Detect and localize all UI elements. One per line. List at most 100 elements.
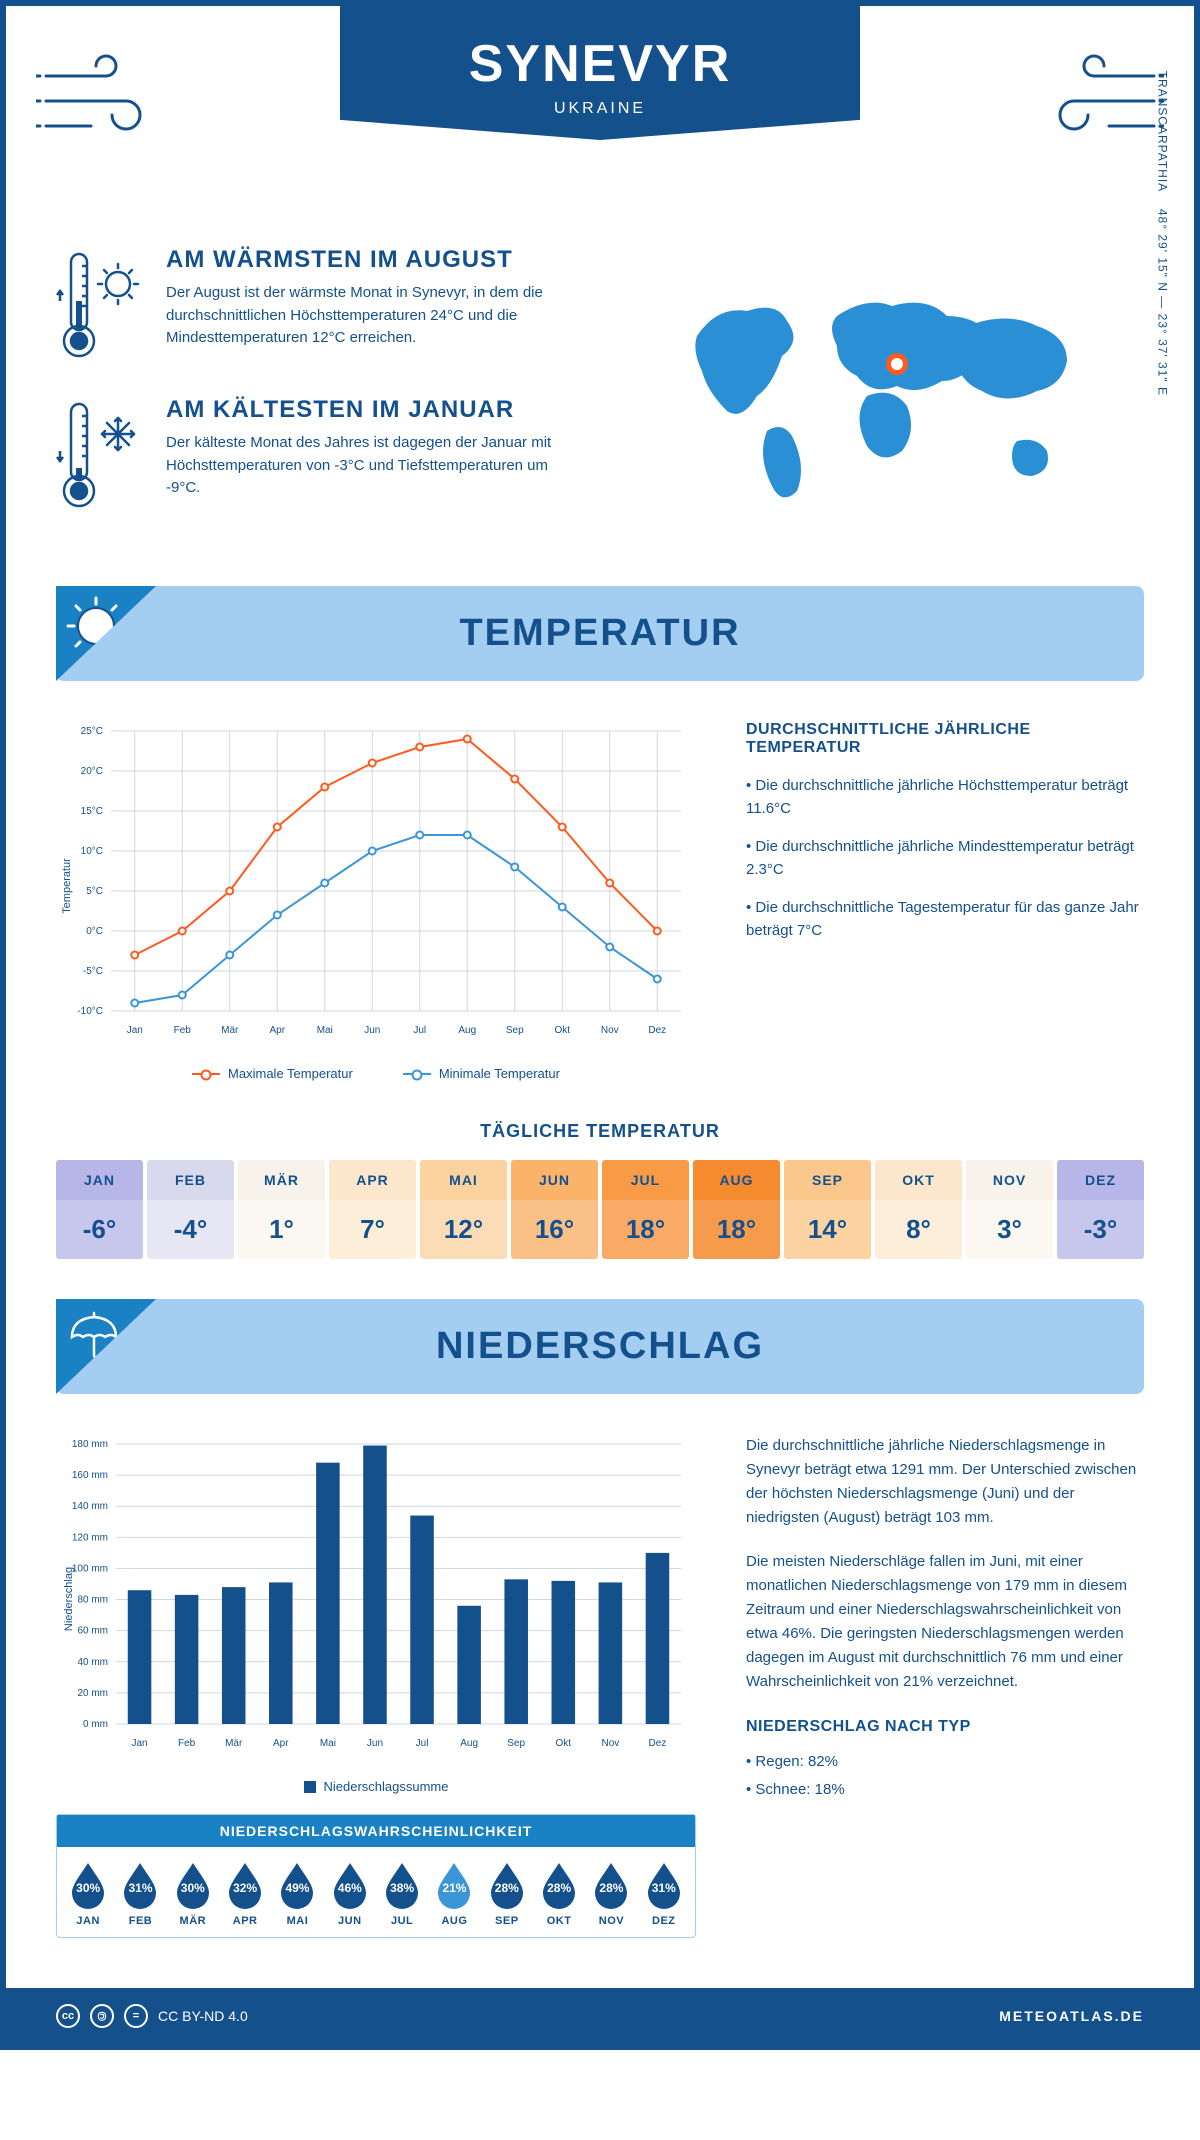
by-icon: 🄯	[90, 2004, 114, 2028]
svg-text:Nov: Nov	[601, 1738, 619, 1749]
svg-text:-10°C: -10°C	[77, 1006, 103, 1017]
daily-cell: APR7°	[329, 1160, 416, 1259]
svg-text:Mai: Mai	[320, 1738, 336, 1749]
svg-text:5°C: 5°C	[86, 886, 103, 897]
temperature-area: -10°C-5°C0°C5°C10°C15°C20°C25°CJanFebMär…	[56, 721, 1144, 1081]
warmest-block: AM WÄRMSTEN IM AUGUST Der August ist der…	[56, 246, 580, 366]
daily-cell: JUN16°	[511, 1160, 598, 1259]
temp-bullet: • Die durchschnittliche jährliche Mindes…	[746, 836, 1144, 881]
precip-p2: Die meisten Niederschläge fallen im Juni…	[746, 1550, 1144, 1694]
warmest-text: Der August ist der wärmste Monat in Syne…	[166, 282, 580, 350]
daily-cell: AUG18°	[693, 1160, 780, 1259]
svg-text:15°C: 15°C	[81, 806, 103, 817]
temperature-description: DURCHSCHNITTLICHE JÄHRLICHE TEMPERATUR •…	[746, 721, 1144, 1081]
svg-text:Jun: Jun	[367, 1738, 383, 1749]
prob-drop: 38%JUL	[377, 1861, 427, 1927]
svg-text:Niederschlag: Niederschlag	[63, 1567, 75, 1631]
footer: cc 🄯 = CC BY-ND 4.0 METEOATLAS.DE	[6, 1988, 1194, 2044]
prob-drop: 31%DEZ	[639, 1861, 689, 1927]
svg-text:Sep: Sep	[506, 1025, 524, 1036]
daily-cell: JUL18°	[602, 1160, 689, 1259]
wind-icon	[36, 46, 176, 146]
daily-cell: FEB-4°	[147, 1160, 234, 1259]
svg-text:Mär: Mär	[225, 1738, 243, 1749]
precip-legend-label: Niederschlagssumme	[324, 1779, 449, 1794]
svg-text:Apr: Apr	[269, 1025, 285, 1036]
thermometer-snow-icon	[56, 396, 146, 516]
svg-text:Mär: Mär	[221, 1025, 239, 1036]
legend-min: Minimale Temperatur	[439, 1066, 560, 1081]
daily-temp-title: TÄGLICHE TEMPERATUR	[56, 1121, 1144, 1142]
svg-text:Okt: Okt	[556, 1738, 572, 1749]
page-title: SYNEVYR	[360, 34, 840, 94]
svg-text:10°C: 10°C	[81, 846, 103, 857]
prob-drop: 21%AUG	[429, 1861, 479, 1927]
svg-text:Sep: Sep	[507, 1738, 525, 1749]
page-subtitle: UKRAINE	[360, 100, 840, 118]
daily-cell: SEP14°	[784, 1160, 871, 1259]
cc-icon: cc	[56, 2004, 80, 2028]
section-title-precip: NIEDERSCHLAG	[56, 1325, 1144, 1368]
svg-text:Jan: Jan	[127, 1025, 143, 1036]
section-bar-temperature: TEMPERATUR	[56, 586, 1144, 681]
thermometer-sun-icon	[56, 246, 146, 366]
license-block: cc 🄯 = CC BY-ND 4.0	[56, 2004, 248, 2028]
svg-text:Apr: Apr	[273, 1738, 289, 1749]
svg-text:Mai: Mai	[317, 1025, 333, 1036]
svg-text:Dez: Dez	[648, 1025, 666, 1036]
precip-legend: Niederschlagssumme	[56, 1779, 696, 1794]
section-title-temperature: TEMPERATUR	[56, 612, 1144, 655]
prob-drop: 28%OKT	[534, 1861, 584, 1927]
svg-text:Dez: Dez	[649, 1738, 667, 1749]
license-text: CC BY-ND 4.0	[158, 2008, 248, 2024]
svg-text:160 mm: 160 mm	[72, 1470, 108, 1481]
daily-cell: DEZ-3°	[1057, 1160, 1144, 1259]
prob-drop: 30%MÄR	[168, 1861, 218, 1927]
intro-section: AM WÄRMSTEN IM AUGUST Der August ist der…	[56, 246, 1144, 546]
content: AM WÄRMSTEN IM AUGUST Der August ist der…	[6, 226, 1194, 1988]
region-label: TRANSCARPATHIA	[1155, 71, 1169, 192]
location-marker	[886, 353, 908, 375]
coldest-text: Der kälteste Monat des Jahres ist dagege…	[166, 432, 580, 500]
prob-title: NIEDERSCHLAGSWAHRSCHEINLICHKEIT	[57, 1815, 695, 1847]
svg-text:Jan: Jan	[131, 1738, 147, 1749]
precip-description: Die durchschnittliche jährliche Niedersc…	[746, 1434, 1144, 1938]
world-map	[667, 276, 1097, 516]
svg-text:140 mm: 140 mm	[72, 1501, 108, 1512]
daily-temp-table: JAN-6°FEB-4°MÄR1°APR7°MAI12°JUN16°JUL18°…	[56, 1160, 1144, 1259]
svg-text:0 mm: 0 mm	[83, 1719, 108, 1730]
precip-type-item: • Regen: 82%	[746, 1750, 1144, 1774]
daily-cell: MAI12°	[420, 1160, 507, 1259]
precip-p1: Die durchschnittliche jährliche Niedersc…	[746, 1434, 1144, 1530]
precip-chart: 0 mm20 mm40 mm60 mm80 mm100 mm120 mm140 …	[56, 1434, 696, 1764]
prob-drop: 49%MAI	[272, 1861, 322, 1927]
title-bar: SYNEVYR UKRAINE	[340, 6, 860, 140]
intro-right: TRANSCARPATHIA 48° 29' 15" N — 23° 37' 3…	[620, 246, 1144, 546]
warmest-title: AM WÄRMSTEN IM AUGUST	[166, 246, 580, 274]
svg-text:Feb: Feb	[178, 1738, 196, 1749]
svg-text:Okt: Okt	[554, 1025, 570, 1036]
temp-desc-title: DURCHSCHNITTLICHE JÄHRLICHE TEMPERATUR	[746, 721, 1144, 757]
prob-drop: 32%APR	[220, 1861, 270, 1927]
section-bar-precip: NIEDERSCHLAG	[56, 1299, 1144, 1394]
svg-text:60 mm: 60 mm	[77, 1626, 108, 1637]
svg-text:Jul: Jul	[416, 1738, 429, 1749]
precip-probability-box: NIEDERSCHLAGSWAHRSCHEINLICHKEIT 30%JAN31…	[56, 1814, 696, 1938]
precip-area: 0 mm20 mm40 mm60 mm80 mm100 mm120 mm140 …	[56, 1434, 1144, 1938]
svg-text:-5°C: -5°C	[83, 966, 103, 977]
brand-label: METEOATLAS.DE	[999, 2008, 1144, 2024]
temperature-legend: Maximale Temperatur Minimale Temperatur	[56, 1066, 696, 1081]
temperature-chart: -10°C-5°C0°C5°C10°C15°C20°C25°CJanFebMär…	[56, 721, 696, 1081]
coldest-block: AM KÄLTESTEN IM JANUAR Der kälteste Mona…	[56, 396, 580, 516]
svg-text:20°C: 20°C	[81, 766, 103, 777]
header: SYNEVYR UKRAINE	[6, 6, 1194, 226]
svg-text:Jun: Jun	[364, 1025, 380, 1036]
daily-cell: JAN-6°	[56, 1160, 143, 1259]
svg-text:0°C: 0°C	[86, 926, 103, 937]
prob-drop: 28%SEP	[482, 1861, 532, 1927]
daily-cell: OKT8°	[875, 1160, 962, 1259]
coldest-title: AM KÄLTESTEN IM JANUAR	[166, 396, 580, 424]
prob-drop: 28%NOV	[586, 1861, 636, 1927]
svg-text:25°C: 25°C	[81, 726, 103, 737]
coordinates: TRANSCARPATHIA 48° 29' 15" N — 23° 37' 3…	[1155, 71, 1169, 396]
